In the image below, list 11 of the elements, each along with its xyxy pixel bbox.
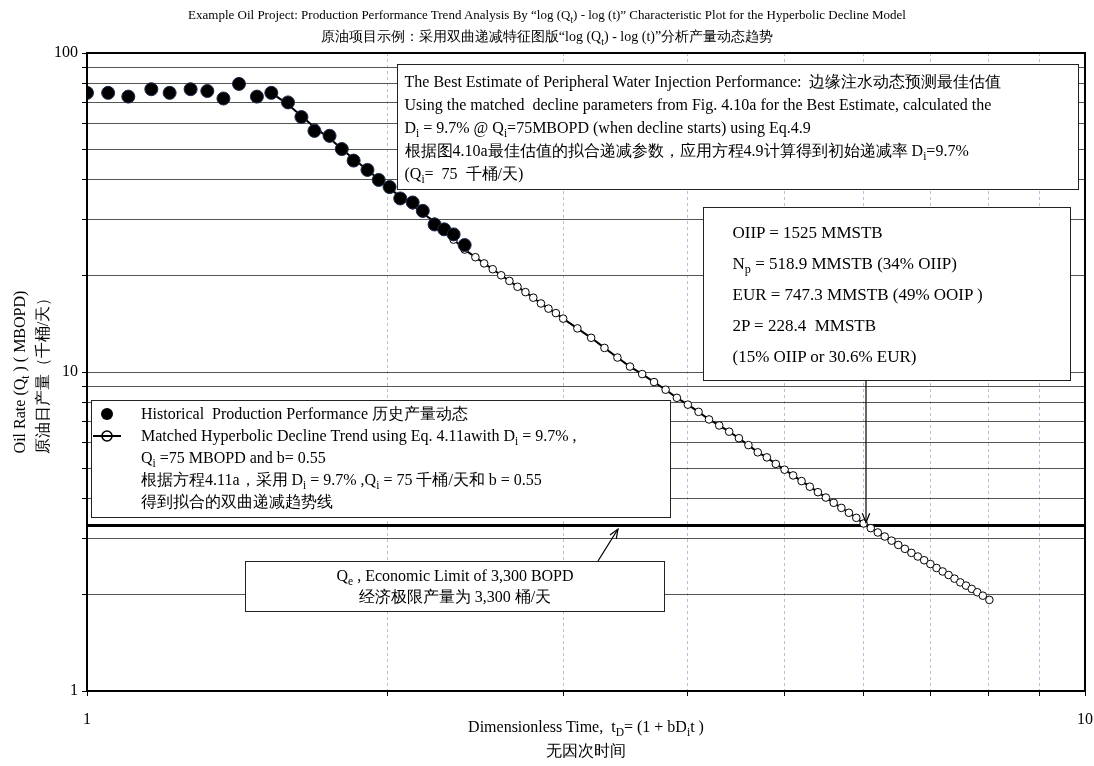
ref-line-label: Q$_{e}$ , Economic Limit of 3,300 BOPD 经济极限产量为 3,300 桶/天 bbox=[335, 566, 575, 608]
y-tick-label: 10 bbox=[62, 362, 78, 380]
chart-subtitle: 原油项目示例：采用双曲递减特征图版“log (Q$_{t}$) - log (t)”分析产量动态趋势 bbox=[320, 29, 774, 47]
text: Dimensionless Time, t$_{D}$= (1 + bD$_{i}$t ) 无因次时间 bbox=[468, 718, 704, 759]
legend-label: Historical Production Performance 历史产量动态 bbox=[141, 404, 470, 424]
text: Matched Hyperbolic Decline Trend using Eq. 4.11awith D$_{i}$ = 9.7% , Q$_{i}$ =75 MBOPD and b= 0.55 根据方程4.11a，采用 D$_{i}$ = 9.7% ,Q$_{i}$ = 75 千桶/天和 b = 0.55 得到拟合的双曲递减趋势线 bbox=[141, 427, 577, 510]
annotation: OIIP = 1525 MMSTB N$_{p}$ = 518.9 MMSTB (34% OIIP) EUR = 747.3 MMSTB (49% OOIP ) 2P = 228.4 MMSTB (15% OIIP or 30.6% EUR) bbox=[732, 221, 984, 368]
y-tick-label: 1 bbox=[70, 681, 78, 699]
chart-title: Example Oil Project: Production Performance Trend Analysis By “log (Q$_{t}$) - log (t)” Characteristic Plot for the Hyperbolic Decline Model bbox=[187, 6, 907, 26]
text: The Best Estimate of Peripheral Water Injection Performance: 边缘注水动态预测最佳估值 Using the matched decline parameters from Fig. 4.10a for the Best Estimate, calculated the D$_{i}$ = 9.7% @ Q$_{i}$=75MBOPD (when decline starts) using Eq.4.9 根据图4.10a最佳估值的拟合递减参数，应用方程4.9计算得到初始递减率 D$_{i}$=9.7% (Q$_{i}$= 75 千桶/天) bbox=[404, 72, 1002, 185]
y-tick-label: 100 bbox=[54, 43, 78, 61]
